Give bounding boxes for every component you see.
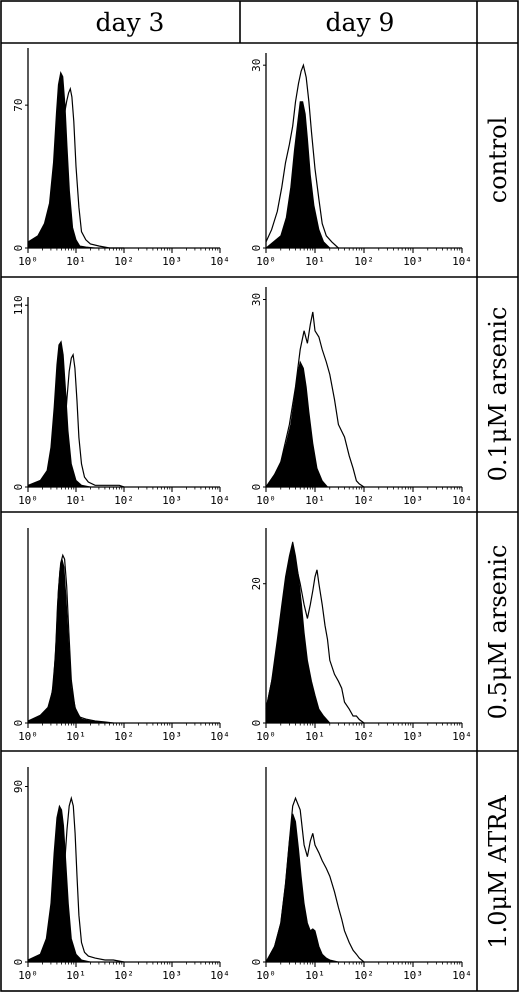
x-tick-label: 10⁴ — [452, 255, 472, 268]
x-tick-label: 10⁴ — [452, 730, 472, 743]
series-outline-arsenic05-day9 — [265, 553, 365, 724]
panel-arsenic05-day3: 10⁰ 10¹ 10² 10³ 10⁴ 0 — [12, 528, 230, 743]
y-tick-label: 0 — [250, 720, 263, 727]
series-outline-atra-day9 — [265, 796, 365, 963]
panel-control-day3: 10⁰ 10¹ 10² 10³ 10⁴ 0 70 — [12, 48, 230, 268]
x-tick-label: 10³ — [162, 969, 182, 982]
x-tick-label: 10⁰ — [18, 255, 38, 268]
x-tick-label: 10² — [354, 494, 374, 507]
x-tick-label: 10² — [354, 730, 374, 743]
y-tick-label: 0 — [12, 484, 25, 491]
panel-arsenic05-day9: 10⁰ 10¹ 10² 10³ 10⁴ 0 20 — [250, 528, 472, 743]
x-tick-label: 10² — [354, 969, 374, 982]
panel-atra-day9: 10⁰ 10¹ 10² 10³ 10⁴ 0 — [250, 767, 472, 982]
row-label-1-0um-atra: 1.0μM ATRA — [484, 795, 512, 949]
series-filled-arsenic05-day9 — [265, 541, 339, 724]
row-label-0-1um-arsenic: 0.1μM arsenic — [484, 307, 512, 482]
x-tick-label: 10³ — [162, 494, 182, 507]
column-header-day3: day 3 — [96, 8, 165, 37]
panel-arsenic01-day3: 10⁰ 10¹ 10² 10³ 10⁴ 0 110 — [12, 295, 230, 507]
x-tick-label: 10⁰ — [256, 494, 276, 507]
x-tick-label: 10² — [354, 255, 374, 268]
x-tick-label: 10⁰ — [18, 730, 38, 743]
panel-atra-day3: 10⁰ 10¹ 10² 10³ 10⁴ 0 90 — [12, 767, 230, 982]
x-tick-label: 10⁰ — [18, 969, 38, 982]
series-outline-arsenic01-day3 — [27, 352, 125, 488]
x-tick-label: 10¹ — [305, 494, 325, 507]
y-tick-label: 0 — [12, 720, 25, 727]
x-tick-label: 10³ — [403, 494, 423, 507]
x-tick-label: 10⁴ — [210, 969, 230, 982]
x-tick-label: 10³ — [403, 255, 423, 268]
x-tick-label: 10¹ — [66, 255, 86, 268]
y-tick-label: 70 — [12, 99, 25, 112]
y-tick-label: 110 — [12, 295, 25, 315]
y-tick-label: 0 — [250, 959, 263, 966]
series-outline-arsenic05-day3 — [27, 553, 114, 724]
x-tick-label: 10² — [114, 494, 134, 507]
y-tick-label: 90 — [12, 780, 25, 793]
x-tick-label: 10¹ — [66, 969, 86, 982]
x-tick-label: 10³ — [162, 730, 182, 743]
y-tick-label: 20 — [250, 577, 263, 590]
y-tick-label: 0 — [12, 959, 25, 966]
x-tick-label: 10¹ — [66, 494, 86, 507]
x-tick-label: 10⁴ — [210, 494, 230, 507]
x-tick-label: 10⁰ — [256, 255, 276, 268]
panel-control-day9: 10⁰ 10¹ 10² 10³ 10⁴ 0 30 — [250, 53, 472, 268]
y-tick-label: 0 — [12, 245, 25, 252]
x-tick-label: 10³ — [403, 969, 423, 982]
y-tick-label: 0 — [250, 484, 263, 491]
x-tick-label: 10² — [114, 255, 134, 268]
series-filled-arsenic01-day9 — [265, 360, 335, 488]
row-label-control: control — [484, 117, 512, 204]
x-tick-label: 10⁴ — [452, 494, 472, 507]
series-filled-control-day9 — [264, 101, 339, 249]
series-outline-control-day9 — [265, 63, 339, 249]
x-tick-label: 10⁰ — [256, 969, 276, 982]
y-tick-label: 0 — [250, 245, 263, 252]
x-tick-label: 10² — [114, 969, 134, 982]
x-tick-label: 10⁰ — [256, 730, 276, 743]
x-tick-label: 10¹ — [66, 730, 86, 743]
x-tick-label: 10¹ — [305, 255, 325, 268]
series-outline-atra-day3 — [27, 795, 125, 963]
series-filled-arsenic01-day3 — [27, 340, 91, 488]
series-outline-arsenic01-day9 — [265, 311, 365, 488]
x-tick-label: 10² — [114, 730, 134, 743]
x-tick-label: 10³ — [403, 730, 423, 743]
x-tick-label: 10¹ — [305, 969, 325, 982]
y-tick-label: 30 — [250, 293, 263, 306]
column-header-day9: day 9 — [326, 8, 395, 37]
x-tick-label: 10³ — [162, 255, 182, 268]
x-tick-label: 10⁴ — [210, 255, 230, 268]
x-tick-label: 10¹ — [305, 730, 325, 743]
series-filled-control-day3 — [27, 70, 105, 249]
x-tick-label: 10⁴ — [452, 969, 472, 982]
series-filled-atra-day3 — [27, 804, 91, 963]
y-tick-label: 30 — [250, 59, 263, 72]
row-label-0-5um-arsenic: 0.5μM arsenic — [484, 545, 512, 720]
series-outline-control-day3 — [27, 86, 124, 249]
x-tick-label: 10⁴ — [210, 730, 230, 743]
x-tick-label: 10⁰ — [18, 494, 38, 507]
panel-arsenic01-day9: 10⁰ 10¹ 10² 10³ 10⁴ 0 30 — [250, 287, 472, 507]
